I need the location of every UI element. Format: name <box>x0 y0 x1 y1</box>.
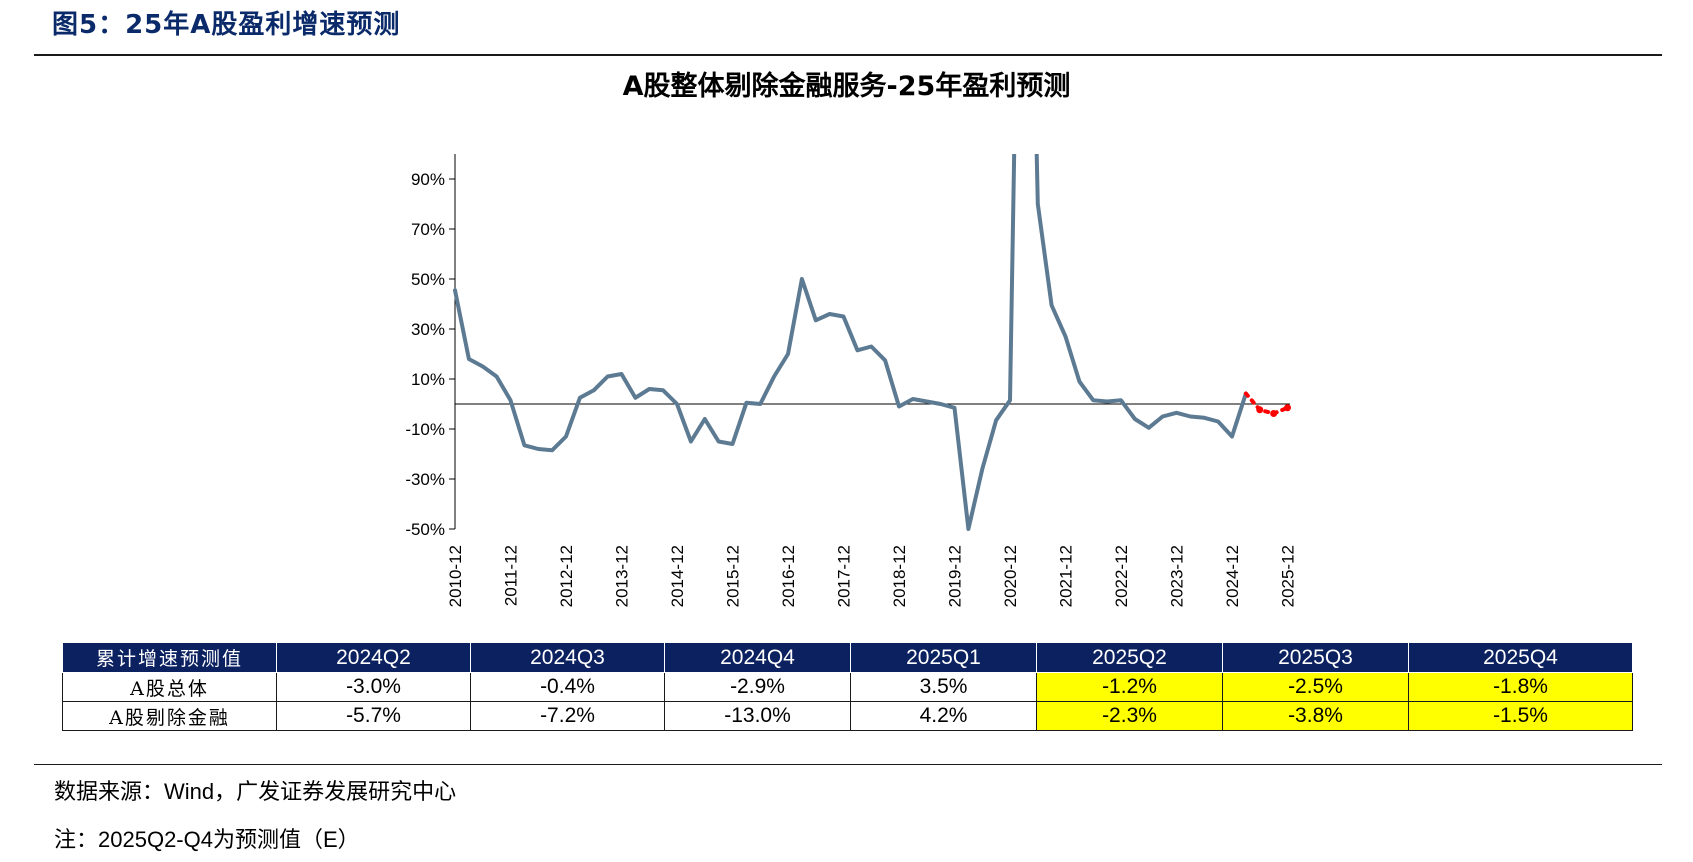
forecast-point <box>1270 410 1278 417</box>
table-cell: -3.0% <box>276 672 471 702</box>
y-tick-label: 90% <box>411 170 445 189</box>
series-line-forecast <box>1243 391 1290 416</box>
bottom-divider <box>34 764 1662 765</box>
forecast-note: 注：2025Q2-Q4为预测值（E） <box>54 822 360 854</box>
x-tick-label: 2017-12 <box>835 545 854 607</box>
table-header-cell: 2024Q4 <box>664 642 851 673</box>
y-tick-label: -30% <box>405 470 445 489</box>
x-tick-label: 2011-12 <box>502 545 521 606</box>
x-tick-label: 2022-12 <box>1112 545 1131 607</box>
source-note: 数据来源：Wind，广发证券发展研究中心 <box>54 774 456 806</box>
x-tick-label: 2013-12 <box>613 545 632 607</box>
x-tick-label: 2024-12 <box>1223 545 1242 607</box>
chart-series <box>453 154 1291 531</box>
x-tick-label: 2025-12 <box>1279 545 1298 607</box>
figure-title: 图5：25年A股盈利增速预测 <box>52 10 401 40</box>
x-tick-label: 2010-12 <box>446 545 465 607</box>
table-cell: -5.7% <box>276 701 471 731</box>
x-tick-label: 2014-12 <box>668 545 687 607</box>
table-header-cell: 2025Q3 <box>1222 642 1409 673</box>
line-chart: 90% 70% 50% 30% 10% -10% -30% -50% 2010-12 2011-… <box>405 154 1298 607</box>
chart-title: A股整体剔除金融服务-25年盈利预测 <box>622 71 1071 102</box>
forecast-cell: -2.3% <box>1036 701 1223 731</box>
x-tick-label: 2012-12 <box>557 545 576 607</box>
x-tick-label: 2016-12 <box>779 545 798 607</box>
x-tick-label: 2020-12 <box>1001 545 1020 607</box>
x-tick-label: 2015-12 <box>724 545 743 607</box>
x-tick-label: 2021-12 <box>1057 545 1076 607</box>
table-cell: -2.9% <box>664 672 851 702</box>
table-header-cell: 2024Q2 <box>276 642 471 673</box>
note-text: 2025Q2-Q4为预测值（E） <box>98 827 360 852</box>
forecast-table: 累计增速预测值 2024Q2 2024Q3 2024Q4 2025Q1 2025… <box>62 642 1633 731</box>
table-header-cell: 2025Q2 <box>1036 642 1223 673</box>
forecast-point <box>1284 404 1291 412</box>
y-tick-label: 50% <box>411 270 445 289</box>
forecast-cell: -1.8% <box>1408 672 1633 702</box>
x-axis: 2010-12 2011-12 2012-12 2013-12 2014-12 2015-… <box>446 403 1298 607</box>
table-cell: -0.4% <box>470 672 665 702</box>
table-header-cell: 2025Q4 <box>1408 642 1633 673</box>
forecast-cell: -3.8% <box>1222 701 1409 731</box>
table-cell: -7.2% <box>470 701 665 731</box>
series-line-actual <box>453 154 1248 531</box>
forecast-cell: -2.5% <box>1222 672 1409 702</box>
table-header-cell: 累计增速预测值 <box>62 642 277 673</box>
x-tick-label: 2018-12 <box>890 545 909 607</box>
y-tick-label: -10% <box>405 420 445 439</box>
forecast-cell: -1.2% <box>1036 672 1223 702</box>
y-tick-label: -50% <box>405 520 445 539</box>
forecast-cell: -1.5% <box>1408 701 1633 731</box>
table-row: A股剔除金融 -5.7% -7.2% -13.0% 4.2% -2.3% -3.… <box>62 701 1633 731</box>
table-header-cell: 2024Q3 <box>470 642 665 673</box>
y-tick-label: 70% <box>411 220 445 239</box>
y-tick-label: 10% <box>411 370 445 389</box>
source-text: Wind，广发证券发展研究中心 <box>164 779 457 804</box>
x-tick-label: 2019-12 <box>946 545 965 607</box>
x-tick-label: 2023-12 <box>1168 545 1187 607</box>
y-tick-label: 30% <box>411 320 445 339</box>
table-cell: -13.0% <box>664 701 851 731</box>
source-label: 数据来源： <box>54 780 165 805</box>
table-row: A股总体 -3.0% -0.4% -2.9% 3.5% -1.2% -2.5% … <box>62 672 1633 702</box>
note-label: 注： <box>54 828 99 853</box>
table-header-row: 累计增速预测值 2024Q2 2024Q3 2024Q4 2025Q1 2025… <box>62 642 1633 673</box>
y-axis: 90% 70% 50% 30% 10% -10% -30% -50% <box>405 154 456 539</box>
table-cell: 3.5% <box>850 672 1037 702</box>
row-label: A股剔除金融 <box>62 701 277 731</box>
top-divider <box>34 54 1662 56</box>
forecast-point <box>1256 406 1264 414</box>
table-cell: 4.2% <box>850 701 1037 731</box>
row-label: A股总体 <box>62 672 277 702</box>
table-header-cell: 2025Q1 <box>850 642 1037 673</box>
